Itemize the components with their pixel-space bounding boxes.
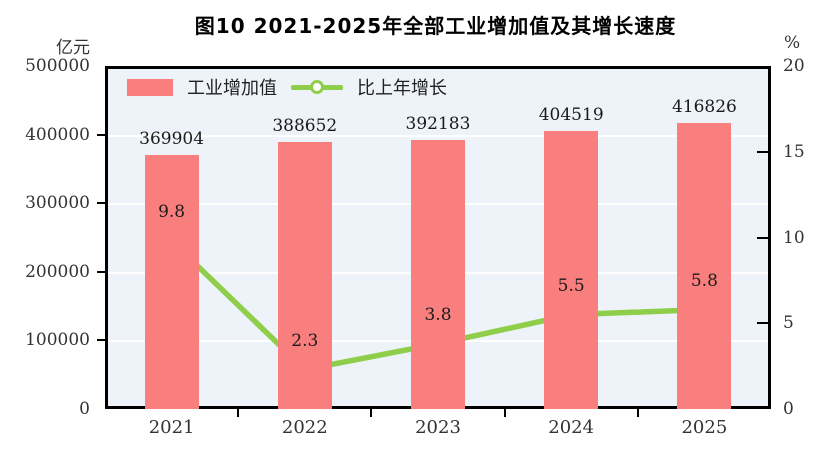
left-axis-tick-100000: 100000 <box>25 330 90 351</box>
left-axis-unit-label: 亿元 <box>56 38 90 58</box>
x-axis-tickmark <box>636 409 639 417</box>
right-axis-tick-10: 10 <box>783 227 805 248</box>
bar-2023 <box>411 139 465 409</box>
x-axis-label-2023: 2023 <box>415 417 461 438</box>
bar-2024 <box>544 131 599 409</box>
legend-line-icon <box>291 78 343 96</box>
right-axis-tickmark <box>757 236 768 239</box>
bar-value-2023: 392183 <box>405 113 471 134</box>
x-axis-tickmark <box>237 409 240 417</box>
x-axis-label-2021: 2021 <box>148 417 195 438</box>
legend-line-marker-icon <box>310 80 324 94</box>
left-axis-tick-400000: 400000 <box>25 124 90 145</box>
left-axis-tick-0: 0 <box>79 399 90 419</box>
right-axis-tickmark <box>757 150 768 153</box>
right-axis-tick-15: 15 <box>783 141 805 162</box>
legend-bar-label: 工业增加值 <box>187 78 277 99</box>
x-axis-label-2022: 2022 <box>281 417 328 438</box>
legend-line-label: 比上年增长 <box>357 78 447 99</box>
right-axis-tick-20: 20 <box>783 56 805 76</box>
left-axis-tickmark <box>97 133 105 136</box>
right-axis-tickmark <box>757 322 768 325</box>
right-axis-unit-label: % <box>784 33 801 53</box>
bar-value-2025: 416826 <box>671 97 737 118</box>
x-axis-tickmark <box>370 409 373 417</box>
left-axis-tick-500000: 500000 <box>25 56 90 76</box>
left-axis-tick-300000: 300000 <box>25 193 90 214</box>
left-axis-tickmark <box>97 339 105 342</box>
growth-value-2025: 5.8 <box>690 270 718 291</box>
growth-value-2021: 9.8 <box>158 201 186 222</box>
legend: 工业增加值 比上年增长 <box>127 74 447 100</box>
bar-value-2022: 388652 <box>272 116 338 137</box>
bar-2021 <box>144 155 199 409</box>
x-axis-tickmark <box>503 409 506 417</box>
x-axis-label-2025: 2025 <box>681 417 728 438</box>
bar-2025 <box>677 123 732 409</box>
bar-value-2024: 404519 <box>538 105 604 126</box>
right-axis-tick-5: 5 <box>783 313 794 334</box>
legend-bar-swatch <box>127 78 173 96</box>
growth-value-2024: 5.5 <box>557 275 585 296</box>
bar-value-2021: 369904 <box>139 129 205 150</box>
growth-value-2022: 2.3 <box>291 330 319 351</box>
chart-title: 图10 2021-2025年全部工业增加值及其增长速度 <box>194 14 677 38</box>
gridline-400000 <box>108 134 768 137</box>
left-axis-tickmark <box>97 202 105 205</box>
bar-2022 <box>277 142 332 409</box>
right-axis-tick-0: 0 <box>783 399 794 419</box>
left-axis-tickmark <box>97 270 105 273</box>
growth-value-2023: 3.8 <box>424 304 452 325</box>
left-axis-tick-200000: 200000 <box>25 261 90 282</box>
x-axis-label-2024: 2024 <box>548 417 595 438</box>
